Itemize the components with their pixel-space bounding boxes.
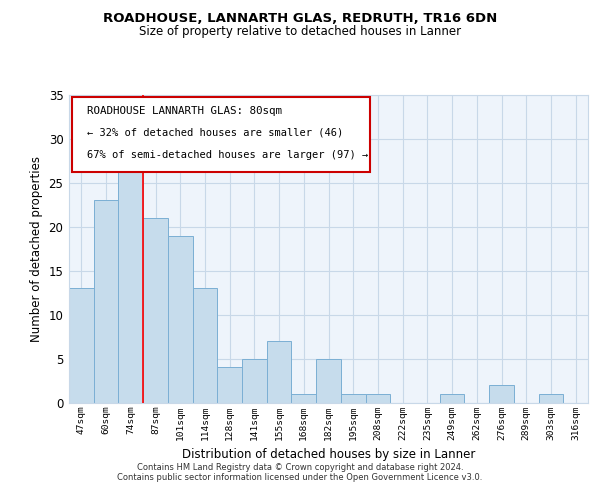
Bar: [440, 394, 464, 402]
Text: Contains public sector information licensed under the Open Government Licence v3: Contains public sector information licen…: [118, 472, 482, 482]
Text: 67% of semi-detached houses are larger (97) →: 67% of semi-detached houses are larger (…: [87, 150, 368, 160]
Bar: [193, 288, 217, 403]
Bar: [489, 385, 514, 402]
Bar: [365, 394, 390, 402]
Bar: [143, 218, 168, 402]
Text: ROADHOUSE LANNARTH GLAS: 80sqm: ROADHOUSE LANNARTH GLAS: 80sqm: [87, 106, 282, 116]
Bar: [539, 394, 563, 402]
Bar: [94, 200, 118, 402]
Text: Size of property relative to detached houses in Lanner: Size of property relative to detached ho…: [139, 25, 461, 38]
X-axis label: Distribution of detached houses by size in Lanner: Distribution of detached houses by size …: [182, 448, 475, 461]
Text: ROADHOUSE, LANNARTH GLAS, REDRUTH, TR16 6DN: ROADHOUSE, LANNARTH GLAS, REDRUTH, TR16 …: [103, 12, 497, 26]
Y-axis label: Number of detached properties: Number of detached properties: [30, 156, 43, 342]
Bar: [217, 368, 242, 402]
Bar: [242, 358, 267, 403]
Bar: [267, 341, 292, 402]
Bar: [69, 288, 94, 403]
Bar: [118, 148, 143, 402]
FancyBboxPatch shape: [71, 96, 370, 172]
Text: ← 32% of detached houses are smaller (46): ← 32% of detached houses are smaller (46…: [87, 128, 343, 138]
Bar: [341, 394, 365, 402]
Text: Contains HM Land Registry data © Crown copyright and database right 2024.: Contains HM Land Registry data © Crown c…: [137, 462, 463, 471]
Bar: [292, 394, 316, 402]
Bar: [168, 236, 193, 402]
Bar: [316, 358, 341, 403]
